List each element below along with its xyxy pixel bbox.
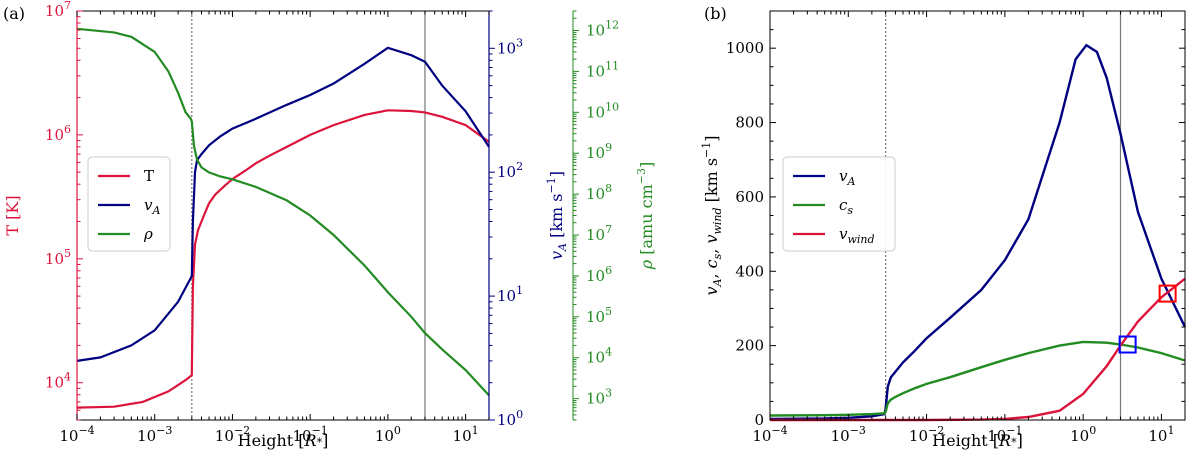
y-tick-label: 200 (735, 337, 764, 355)
panel-a-curves (76, 11, 490, 420)
va-tick-label: 103 (497, 36, 523, 57)
rho-tick-label: 103 (586, 387, 612, 408)
rho-tick-label: 106 (586, 264, 612, 285)
va-axis-label: vA [km s−1] (545, 171, 569, 260)
panel-a-ticks: 10−4 10−3 10−2 10−1 100 101 Height [R*] 104 105 1… (3, 0, 656, 450)
panel-b-label: (b) (704, 4, 727, 23)
x-axis-label: Height [R*] (932, 431, 1023, 450)
y-tick-label: 0 (754, 411, 764, 429)
x-tick-label: 10−2 (909, 424, 944, 445)
temp-tick-label: 105 (45, 247, 71, 268)
va-tick-label: 101 (497, 284, 523, 305)
x-tick-label: 101 (453, 424, 479, 445)
marker-square-0 (1118, 335, 1137, 354)
series-line-T (76, 109, 490, 409)
legend-label-ρ: ρ (143, 225, 153, 243)
y-tick-label: 1000 (726, 39, 764, 57)
x-tick-label: 10−3 (137, 424, 172, 445)
legend-label-cs: cs (839, 196, 853, 217)
x-tick-label: 100 (1070, 424, 1096, 445)
rho-tick-label: 1010 (586, 100, 619, 121)
legend-label-T: T (144, 167, 154, 185)
rho-tick-label: 104 (586, 346, 612, 367)
rho-axis-label: ρ [amu cm−3] (635, 162, 656, 270)
rho-tick-label: 108 (586, 182, 612, 203)
rho-tick-label: 105 (586, 305, 612, 326)
temp-tick-label: 107 (45, 0, 71, 20)
rho-tick-label: 109 (586, 141, 612, 162)
x-tick-label: 10−1 (293, 424, 328, 445)
y-axis-label: vA, cs, vwind [km s−1] (700, 135, 724, 295)
va-tick-label: 102 (497, 160, 523, 181)
x-tick-label: 10−3 (831, 424, 866, 445)
va-tick-label: 100 (497, 408, 523, 429)
x-tick-label: 10−4 (59, 424, 94, 445)
legend-label-vwind: vwind (839, 225, 875, 246)
legend-label-vA: vA (839, 167, 855, 188)
rho-tick-label: 1012 (586, 19, 619, 40)
temp-tick-label: 106 (45, 123, 71, 144)
legend-label-vA: vA (144, 196, 160, 217)
panel-a-frame (76, 10, 574, 421)
x-axis-label: Height [R*] (238, 431, 329, 450)
y-tick-label: 600 (735, 188, 764, 206)
x-tick-label: 10−4 (752, 424, 787, 445)
rho-tick-label: 1011 (586, 59, 619, 80)
temp-axis-label: T [K] (3, 195, 22, 235)
panel-a-label: (a) (3, 4, 25, 23)
y-tick-label: 800 (735, 114, 764, 132)
panel-a: (a) 10−4 10−3 10−2 10−1 100 101 Height [R*] 104… (3, 0, 656, 450)
panel-b-legend: vA cs vwind (782, 156, 896, 252)
x-tick-label: 10−2 (215, 424, 250, 445)
series-line-vwind (770, 277, 1186, 422)
x-tick-label: 101 (1148, 424, 1174, 445)
y-tick-label: 400 (735, 262, 764, 280)
x-tick-label: 10−1 (987, 424, 1022, 445)
series-line-ρ (76, 27, 490, 397)
panel-b: (b) 10−4 10−3 10−2 10−1 100 101 Height [R*] 0 20… (700, 4, 1187, 450)
marker-square-1 (1158, 284, 1177, 303)
series-line-vA (76, 46, 490, 362)
x-tick-label: 100 (375, 424, 401, 445)
rho-tick-label: 107 (586, 223, 612, 244)
temp-tick-label: 104 (45, 371, 71, 392)
panel-a-legend: TvA ρ (87, 156, 171, 252)
legend-box (782, 156, 896, 252)
panel-b-ticks: 10−4 10−3 10−2 10−1 100 101 Height [R*] 0 200 400… (700, 10, 1186, 450)
series-line-cs (769, 340, 1186, 417)
